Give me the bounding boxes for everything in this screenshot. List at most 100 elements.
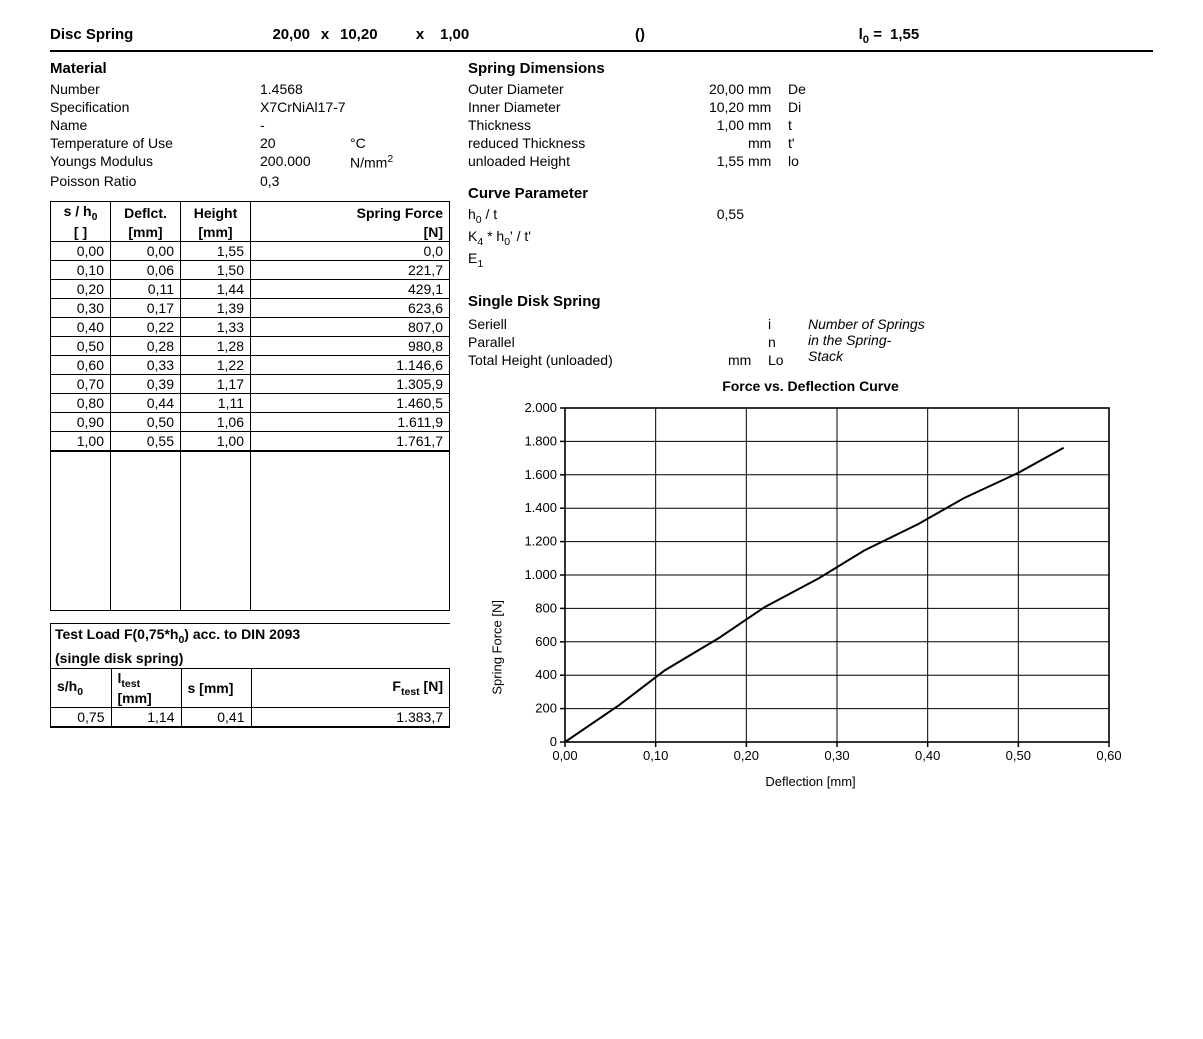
curve-param-table: h0 / t0,55K4 * h0' / t'E1 (468, 206, 1153, 269)
svg-text:0,00: 0,00 (552, 748, 577, 763)
curve-value (668, 250, 748, 270)
tl-cell: 0,41 (181, 708, 251, 727)
header-row: Disc Spring 20,00 x 10,20 x 1,00 ( ) l0 … (50, 26, 1153, 52)
dim-unit: mm (748, 117, 788, 133)
dim-symbol: Di (788, 99, 828, 115)
material-label: Youngs Modulus (50, 153, 260, 171)
material-label: Name (50, 117, 260, 133)
svg-text:0,50: 0,50 (1005, 748, 1030, 763)
curve-label: h0 / t (468, 206, 668, 226)
single-disk-table: SerielliNumber of Springsin the Spring-S… (468, 316, 1153, 368)
dim-value: 20,00 (668, 81, 748, 97)
dim-unit: mm (748, 99, 788, 115)
table-cell: 0,00 (111, 242, 181, 261)
test-load-table: s/h0ltest [mm]s [mm]Ftest [N] 0,751,140,… (51, 668, 450, 727)
svg-text:0,30: 0,30 (824, 748, 849, 763)
material-label: Number (50, 81, 260, 97)
curve-value: 0,55 (668, 206, 748, 226)
table-header-unit: [N] (251, 223, 450, 242)
dim-label: unloaded Height (468, 153, 668, 169)
table-cell: 0,44 (111, 394, 181, 413)
table-row: 0,200,111,44429,1 (51, 280, 450, 299)
dim-value: 1,00 (668, 117, 748, 133)
empty-table (50, 451, 450, 611)
sds-value (668, 334, 728, 350)
table-cell: 0,0 (251, 242, 450, 261)
spring-dims-table: Outer Diameter20,00mmDeInner Diameter10,… (468, 81, 1153, 169)
svg-text:600: 600 (535, 634, 557, 649)
table-cell: 221,7 (251, 261, 450, 280)
material-value: 1.4568 (260, 81, 350, 97)
spring-dims-heading: Spring Dimensions (468, 60, 1153, 77)
table-cell: 1.305,9 (251, 375, 450, 394)
table-header: Height (181, 201, 251, 223)
curve-param-heading: Curve Parameter (468, 185, 1153, 202)
svg-text:1.600: 1.600 (524, 467, 557, 482)
table-cell: 1,33 (181, 318, 251, 337)
tl-header: s [mm] (181, 669, 251, 708)
curve-label: E1 (468, 250, 668, 270)
table-cell: 1,50 (181, 261, 251, 280)
left-column: Material Number1.4568SpecificationX7CrNi… (50, 58, 450, 800)
curve-value (668, 228, 748, 248)
header-paren-r: ) (640, 26, 700, 43)
material-unit (350, 99, 410, 115)
table-cell: 1,28 (181, 337, 251, 356)
chart-ylabel: Spring Force [N] (489, 600, 504, 695)
material-label: Poisson Ratio (50, 173, 260, 189)
header-l0-value: 1,55 (890, 26, 940, 43)
dim-value: 1,55 (668, 153, 748, 169)
table-row: 0,800,441,111.460,5 (51, 394, 450, 413)
material-value: 20 (260, 135, 350, 151)
table-cell: 807,0 (251, 318, 450, 337)
material-value: 0,3 (260, 173, 350, 189)
table-header: s / h0 (51, 201, 111, 223)
material-unit (350, 117, 410, 133)
svg-text:800: 800 (535, 601, 557, 616)
table-cell: 1.611,9 (251, 413, 450, 432)
sds-value (668, 316, 728, 332)
tl-header: Ftest [N] (251, 669, 450, 708)
table-cell: 0,17 (111, 299, 181, 318)
table-cell: 1,11 (181, 394, 251, 413)
material-unit: °C (350, 135, 410, 151)
dim-symbol: t' (788, 135, 828, 151)
table-row: 0,100,061,50221,7 (51, 261, 450, 280)
right-column: Spring Dimensions Outer Diameter20,00mmD… (468, 58, 1153, 800)
table-row: 0,900,501,061.611,9 (51, 413, 450, 432)
table-row: 0,000,001,550,0 (51, 242, 450, 261)
header-x1: x (310, 26, 340, 43)
header-dim3: 1,00 (440, 26, 500, 43)
table-cell: 0,70 (51, 375, 111, 394)
svg-text:1.400: 1.400 (524, 501, 557, 516)
table-header: Deflct. (111, 201, 181, 223)
sds-symbol: n (768, 334, 808, 350)
table-cell: 0,39 (111, 375, 181, 394)
dim-value: 10,20 (668, 99, 748, 115)
test-load-subheading: (single disk spring) (51, 648, 450, 668)
sds-value (668, 352, 728, 368)
table-header-unit: [mm] (181, 223, 251, 242)
svg-text:2.000: 2.000 (524, 400, 557, 415)
dim-label: Inner Diameter (468, 99, 668, 115)
header-l0-label: l0 = (700, 26, 890, 46)
svg-text:1.200: 1.200 (524, 534, 557, 549)
tl-header: s/h0 (51, 669, 111, 708)
table-cell: 1,39 (181, 299, 251, 318)
table-cell: 0,28 (111, 337, 181, 356)
table-row: 0,600,331,221.146,6 (51, 356, 450, 375)
table-row: 1,000,551,001.761,7 (51, 432, 450, 451)
chart-wrap: Force vs. Deflection Curve Spring Force … (468, 378, 1153, 800)
sds-label: Parallel (468, 334, 668, 350)
svg-text:1.800: 1.800 (524, 434, 557, 449)
single-disk-heading: Single Disk Spring (468, 293, 1153, 310)
table-cell: 0,60 (51, 356, 111, 375)
table-cell: 1,55 (181, 242, 251, 261)
header-title: Disc Spring (50, 26, 240, 43)
svg-text:0,60: 0,60 (1096, 748, 1121, 763)
curve-label: K4 * h0' / t' (468, 228, 668, 248)
svg-text:0,40: 0,40 (915, 748, 940, 763)
table-cell: 429,1 (251, 280, 450, 299)
dim-symbol: De (788, 81, 828, 97)
table-row: 0,300,171,39623,6 (51, 299, 450, 318)
